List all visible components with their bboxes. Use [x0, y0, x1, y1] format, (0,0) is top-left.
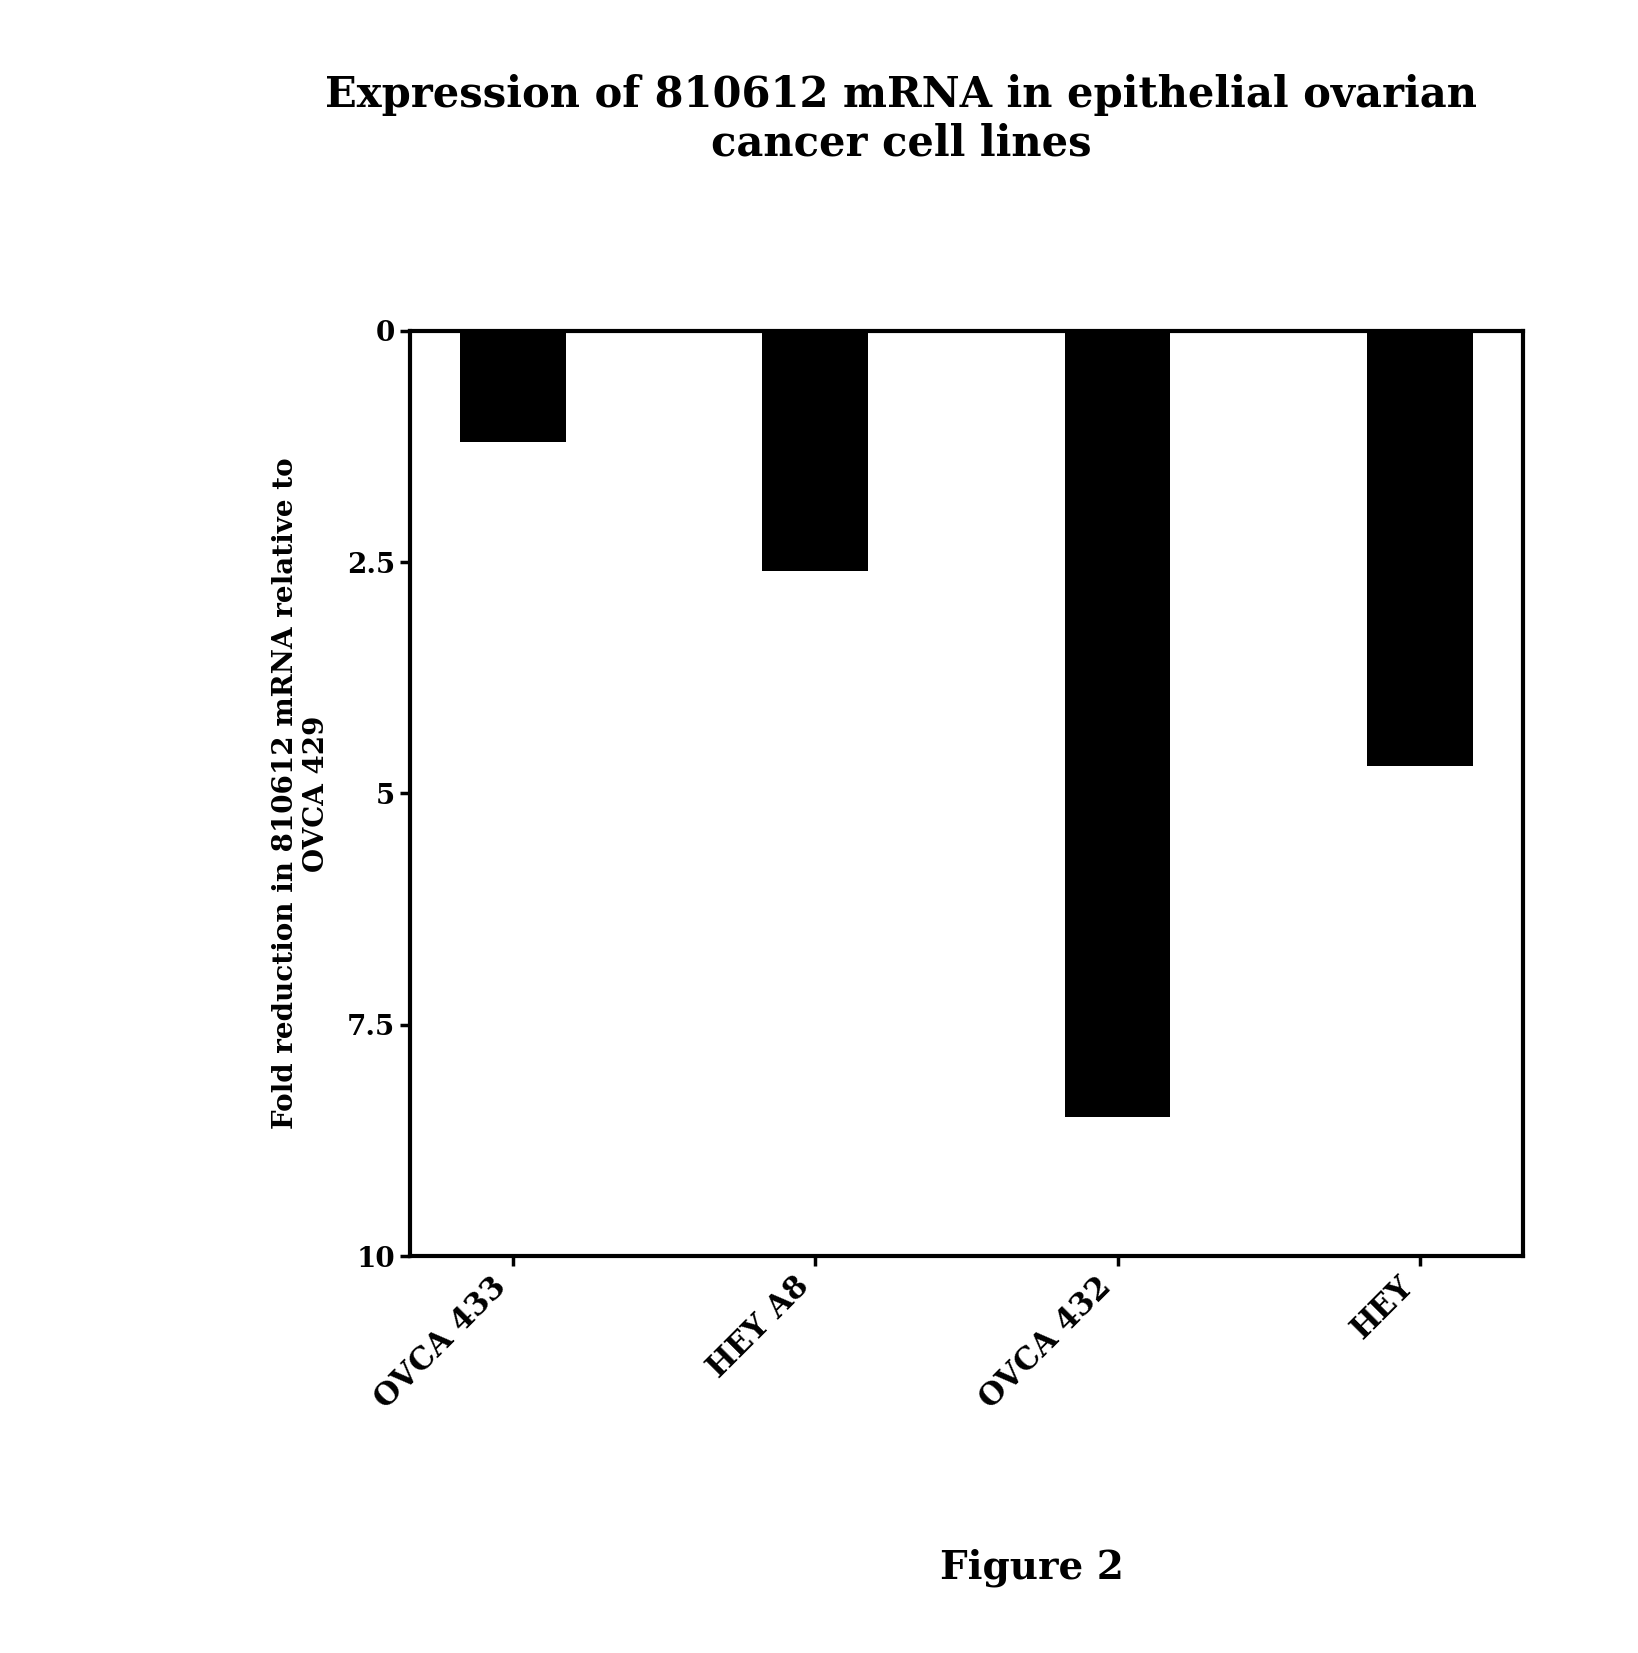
Text: Figure 2: Figure 2 — [940, 1549, 1124, 1587]
Bar — [762, 331, 868, 572]
Y-axis label: Fold reduction in 810612 mRNA relative to
OVCA 429: Fold reduction in 810612 mRNA relative t… — [272, 458, 329, 1129]
Bar — [460, 331, 565, 441]
Bar — [1368, 331, 1473, 765]
Text: Expression of 810612 mRNA in epithelial ovarian
cancer cell lines: Expression of 810612 mRNA in epithelial … — [324, 74, 1477, 165]
Bar — [1065, 331, 1171, 1117]
